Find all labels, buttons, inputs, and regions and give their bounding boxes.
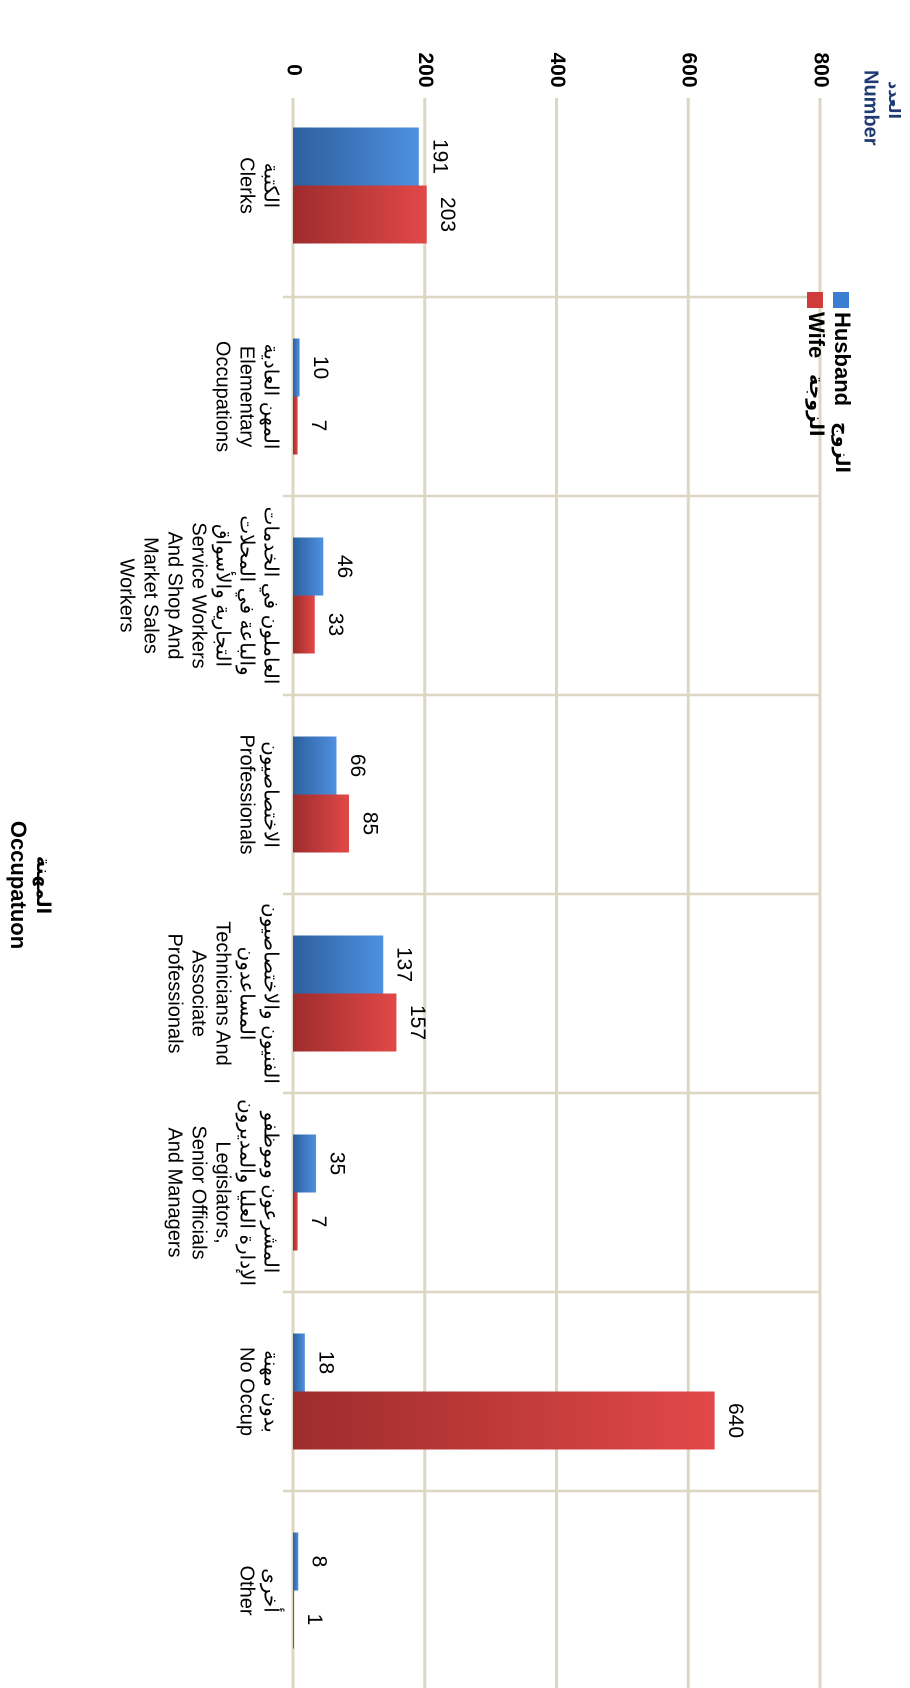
- value-tick-label: 0: [282, 64, 305, 76]
- category-label: Professionals: [164, 933, 186, 1053]
- husband-data-label: 46: [333, 555, 356, 578]
- category-label: أخرى: [260, 1568, 285, 1613]
- wife-data-label: 85: [358, 812, 381, 835]
- wife-data-label: 33: [324, 613, 347, 636]
- husband-data-label: 191: [428, 139, 451, 174]
- husband-bar: [293, 537, 324, 596]
- value-tick-label: 600: [678, 52, 701, 87]
- category-label: والباعة في المحلات: [235, 515, 258, 675]
- category-label: الكتبة: [260, 163, 282, 209]
- wife-data-label: 1: [303, 1614, 326, 1626]
- wife-legend-label-ar: الزوجة: [805, 374, 826, 437]
- category-label: And Managers: [164, 1127, 186, 1257]
- wife-data-label: 203: [436, 197, 459, 232]
- wife-bar: [293, 794, 349, 853]
- husband-bar: [293, 1134, 317, 1193]
- category-label: المشرعون وموظفو: [260, 1111, 282, 1274]
- category-label: Technicians And: [212, 921, 234, 1066]
- category-label: Workers: [116, 558, 138, 632]
- husband-legend-label-ar: الزوج: [831, 422, 852, 473]
- wife-legend-swatch: [807, 292, 823, 308]
- husband-bar: [293, 1333, 305, 1392]
- husband-data-label: 10: [309, 356, 332, 379]
- category-label: الإدارة العليا والمديرون: [236, 1099, 258, 1286]
- husband-bar: [293, 338, 300, 397]
- category-label: Occupations: [212, 341, 234, 452]
- category-label: العاملون في الخدمات: [259, 507, 282, 685]
- wife-bar: [293, 1590, 294, 1649]
- category-label: And Shop And: [164, 532, 186, 660]
- wife-bar: [293, 185, 427, 244]
- plot-area: 0 200 400 600 800 191 10 46 66 137 35 18 8 203 7 33 85 15…: [6, 52, 902, 1688]
- wife-bar: [293, 1391, 715, 1450]
- value-axis-title-ar: العدد: [885, 81, 902, 119]
- category-label: المهن العادية: [260, 344, 282, 450]
- category-label: المساعدون: [236, 947, 258, 1041]
- category-label: Clerks: [236, 157, 258, 214]
- husband-legend-swatch: [833, 292, 849, 308]
- value-tick-label: 400: [546, 52, 569, 87]
- category-label: Service Workers: [188, 522, 210, 668]
- wife-legend-label: Wife: [804, 312, 829, 358]
- husband-data-label: 66: [346, 754, 369, 777]
- wife-bar: [293, 1192, 298, 1251]
- husband-bar: [293, 736, 337, 795]
- category-label: الاختصاصيون: [260, 741, 282, 848]
- husband-data-label: 35: [326, 1152, 349, 1175]
- category-axis-title-ar: المهنة: [32, 856, 53, 914]
- husband-bar: [293, 127, 419, 186]
- wife-data-label: 7: [307, 420, 330, 432]
- category-label: بدون مهنة: [260, 1350, 282, 1433]
- wife-bar: [293, 993, 397, 1052]
- category-label: Senior Officials: [188, 1125, 210, 1259]
- value-axis-title: Number: [860, 70, 882, 146]
- category-label: Other: [236, 1565, 258, 1615]
- husband-data-label: 18: [314, 1351, 337, 1374]
- value-tick-label: 800: [809, 52, 832, 87]
- category-label: Elementary: [236, 346, 258, 447]
- husband-data-label: 137: [393, 947, 416, 982]
- wife-bar: [293, 396, 298, 455]
- category-label: Legislators,: [212, 1141, 234, 1243]
- husband-bar: [293, 1532, 299, 1591]
- wife-data-label: 7: [307, 1216, 330, 1228]
- category-label: Associate: [188, 950, 210, 1037]
- value-tick-label: 200: [414, 52, 437, 87]
- category-label: التجارية والأسواق: [212, 524, 236, 667]
- category-label: الفنيون والاختصاصيون: [260, 903, 282, 1084]
- husband-bar: [293, 935, 384, 994]
- category-label: No Occup: [236, 1347, 258, 1436]
- wife-bar: [293, 595, 315, 654]
- wife-data-label: 157: [406, 1005, 429, 1040]
- husband-data-label: 8: [308, 1556, 331, 1568]
- wife-data-label: 640: [724, 1403, 747, 1438]
- category-label: Professionals: [236, 734, 258, 854]
- category-axis-title: Occupatuon: [6, 821, 31, 949]
- husband-legend-label: Husband: [830, 312, 855, 406]
- category-label: Market Sales: [140, 537, 162, 654]
